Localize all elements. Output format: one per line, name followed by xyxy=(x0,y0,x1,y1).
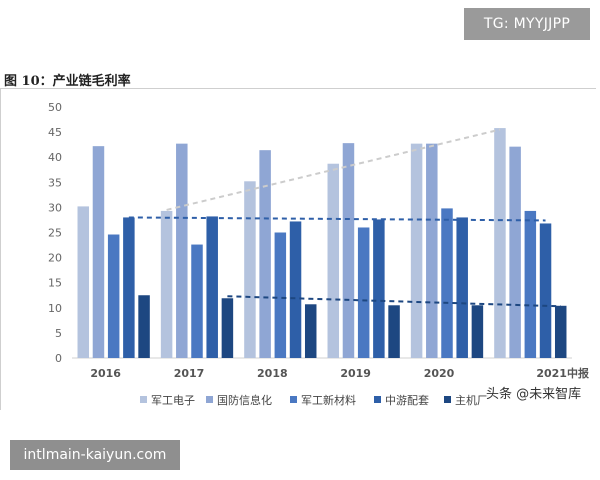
legend-label-0: 军工电子 xyxy=(151,394,195,407)
bar-4-3 xyxy=(388,305,400,358)
bars xyxy=(77,128,567,358)
figure-title: 图 10：产业链毛利率 xyxy=(4,74,131,89)
bar-1-4 xyxy=(426,143,438,358)
bar-3-0 xyxy=(123,217,135,358)
bar-4-5 xyxy=(554,305,567,358)
x-tick-label: 2020 xyxy=(424,367,455,380)
bar-2-1 xyxy=(191,244,203,358)
bar-3-3 xyxy=(373,219,385,358)
bar-0-4 xyxy=(410,143,423,358)
bar-0-2 xyxy=(244,181,256,358)
y-tick-label: 30 xyxy=(48,201,62,214)
y-tick-label: 10 xyxy=(48,302,62,315)
x-tick-label: 2018 xyxy=(257,367,288,380)
x-axis: 2016 2017 2018 2019 2020 2021中报 xyxy=(72,357,590,380)
y-tick-label: 15 xyxy=(48,277,62,290)
legend-label-3: 中游配套 xyxy=(385,394,429,407)
trend-line-2 xyxy=(227,295,561,308)
bar-4-4 xyxy=(471,305,484,358)
bar-1-1 xyxy=(176,143,188,358)
bar-2-0 xyxy=(107,234,120,358)
legend-label-2: 军工新材料 xyxy=(301,393,356,407)
trend-line-1 xyxy=(128,216,546,222)
bar-0-0 xyxy=(77,206,90,358)
y-tick-label: 25 xyxy=(48,227,62,240)
bar-0-3 xyxy=(327,163,340,358)
bar-4-2 xyxy=(304,304,317,358)
bar-3-2 xyxy=(289,221,302,358)
bar-3-1 xyxy=(206,216,218,358)
bar-3-4 xyxy=(456,217,468,358)
bar-2-5 xyxy=(524,210,537,358)
bar-0-5 xyxy=(494,128,506,358)
left-border xyxy=(0,88,1,410)
x-tick-label: 2021中报 xyxy=(536,366,590,380)
legend-swatch-3 xyxy=(374,396,381,403)
legend: 军工电子 国防信息化 军工新材料 中游配套 主机厂 xyxy=(140,393,488,407)
y-tick-label: 20 xyxy=(48,252,62,265)
y-tick-label: 40 xyxy=(48,151,62,164)
y-tick-label: 35 xyxy=(48,176,62,189)
title-divider xyxy=(0,88,596,89)
y-axis: 0 5 10 15 20 25 30 35 40 45 50 xyxy=(48,101,62,365)
bar-0-1 xyxy=(160,210,173,358)
bar-1-5 xyxy=(509,146,521,358)
y-tick-label: 5 xyxy=(55,327,62,340)
bar-2-4 xyxy=(441,208,453,358)
legend-swatch-4 xyxy=(444,396,451,403)
bar-1-0 xyxy=(92,146,105,358)
footer-badge: intlmain-kaiyun.com xyxy=(10,440,180,470)
bar-4-0 xyxy=(138,295,150,358)
legend-label-1: 国防信息化 xyxy=(217,393,272,407)
legend-label-4: 主机厂 xyxy=(455,393,488,407)
bar-1-2 xyxy=(259,150,271,358)
x-tick-label: 2016 xyxy=(90,367,121,380)
legend-swatch-2 xyxy=(290,396,297,403)
bar-3-5 xyxy=(539,223,552,358)
trend-lines xyxy=(128,128,561,308)
bar-2-3 xyxy=(357,227,370,358)
legend-swatch-0 xyxy=(140,396,147,403)
trend-line-0 xyxy=(166,128,501,211)
tg-badge: TG: MYYJJPP xyxy=(464,8,590,40)
legend-swatch-1 xyxy=(206,396,213,403)
bar-2-2 xyxy=(274,232,287,358)
x-tick-label: 2019 xyxy=(340,367,371,380)
y-tick-label: 0 xyxy=(55,352,62,365)
bar-1-3 xyxy=(342,143,355,358)
bar-4-1 xyxy=(221,298,234,358)
y-tick-label: 45 xyxy=(48,126,62,139)
x-tick-label: 2017 xyxy=(174,367,205,380)
toutiao-watermark: 头条 @未来智库 xyxy=(486,383,582,402)
y-tick-label: 50 xyxy=(48,101,62,114)
